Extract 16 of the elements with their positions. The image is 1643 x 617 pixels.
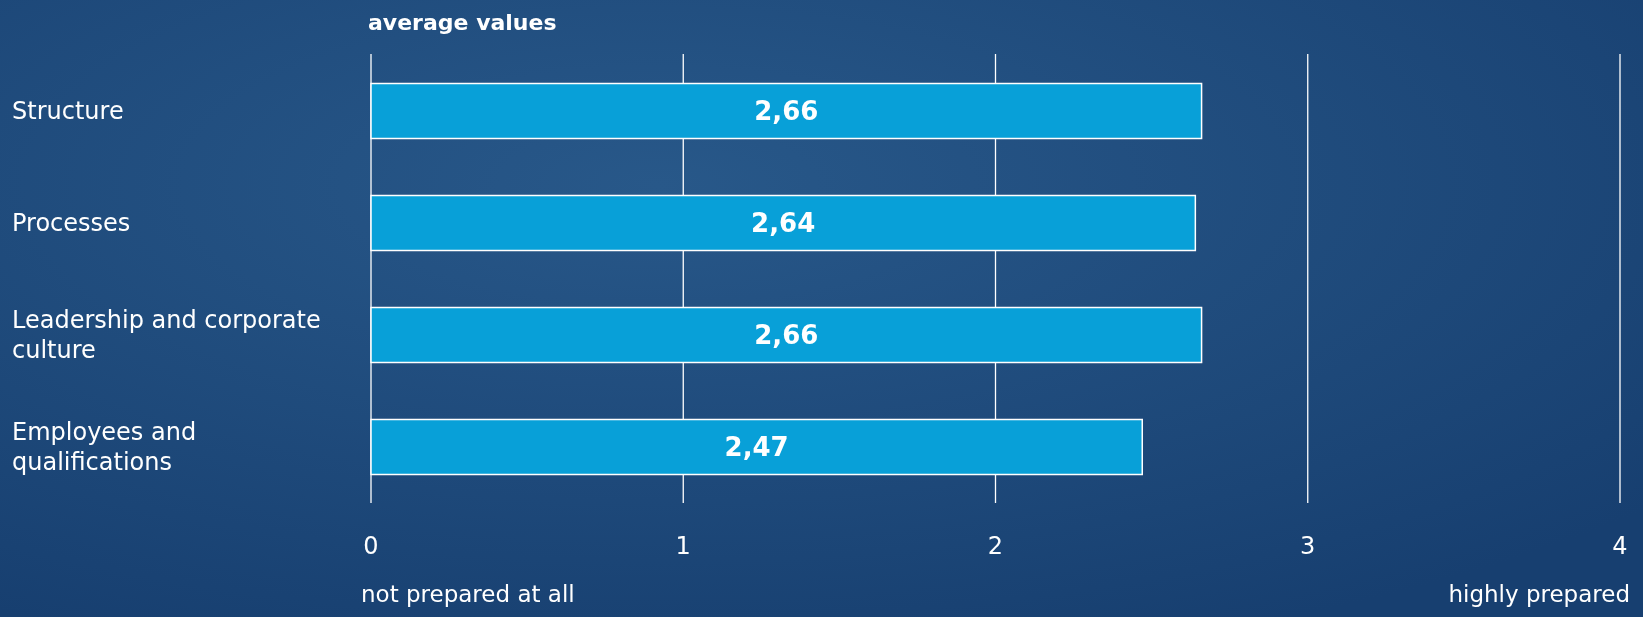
data-label: 2,66 [754,96,819,127]
data-label: 2,64 [751,208,816,239]
y-tick-label: Structure [12,97,124,126]
data-label: 2,47 [724,432,789,463]
x-tick-label: 2 [987,532,1004,561]
y-tick-label: Leadership and corporate culture [12,306,321,365]
data-label: 2,66 [754,320,819,351]
text: not prepared at all [361,581,575,607]
x-tick-label: 0 [363,532,379,561]
chart-title: average values [368,10,557,35]
x-tick-label: 3 [1300,532,1316,561]
y-tick-label: Processes [12,209,131,238]
x-tick-label: 1 [675,532,691,561]
x-tick-label: 4 [1612,532,1628,561]
y-tick-label: Employees and qualifications [12,418,197,477]
text: highly prepared [1448,581,1630,607]
